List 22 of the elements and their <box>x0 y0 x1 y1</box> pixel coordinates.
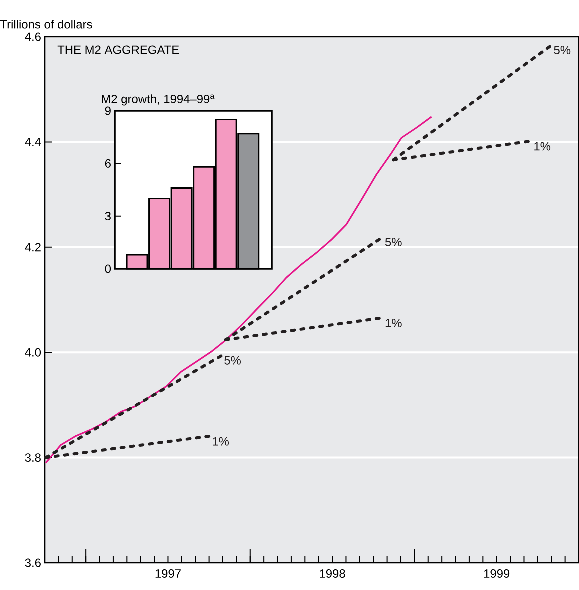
y-axis-title: Trillions of dollars <box>0 20 92 29</box>
series-label: 1% <box>386 319 402 328</box>
y-tick-label: 4.4 <box>25 138 42 146</box>
y-tick-label: 0 <box>105 264 112 274</box>
text: THE M2 AGGREGATE <box>58 46 180 54</box>
series-label: 1% <box>213 437 229 446</box>
chart-title: M2 growth, 1994–99$^{a}$ <box>102 94 215 106</box>
x-tick-label: 1997 <box>156 570 181 578</box>
series-label: 5% <box>554 46 571 54</box>
series-label: 5% <box>385 238 402 246</box>
series-label: 5% <box>224 356 241 365</box>
y-tick-label: 6 <box>105 159 111 168</box>
y-tick-label: 4.0 <box>25 348 42 357</box>
x-tick-label: 1998 <box>320 570 346 578</box>
y-tick-label: 9 <box>105 106 111 116</box>
y-tick-label: 3.8 <box>25 454 41 462</box>
x-tick-label: 1999 <box>484 570 510 578</box>
y-tick-label: 4.6 <box>25 32 41 42</box>
y-tick-label: 3 <box>105 212 111 221</box>
series-label: 1% <box>534 142 551 151</box>
y-tick-label: 3.6 <box>25 558 41 568</box>
y-tick-label: 4.2 <box>25 243 41 252</box>
